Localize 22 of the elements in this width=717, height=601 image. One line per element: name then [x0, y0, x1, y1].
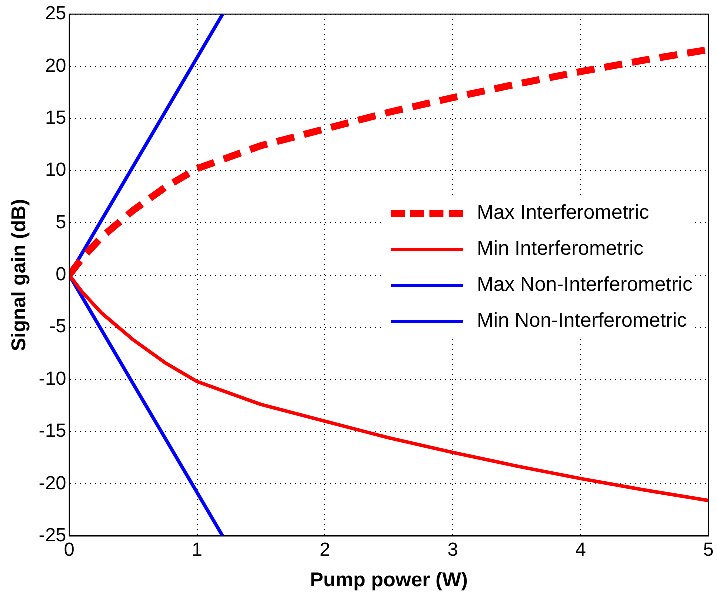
x-tick-label: 4 [576, 540, 587, 561]
x-tick-label: 3 [448, 540, 458, 561]
y-tick-label: 0 [56, 264, 66, 286]
x-tick-label: 5 [703, 540, 714, 561]
y-axis-title: Signal gain (dB) [8, 199, 31, 352]
x-tick-label: 1 [192, 540, 203, 561]
y-tick-label: 10 [45, 160, 66, 182]
y-tick-label: -15 [38, 421, 66, 442]
y-tick-label: 25 [45, 4, 66, 25]
y-tick-label: -10 [38, 368, 66, 390]
y-tick-label: 20 [45, 56, 66, 77]
y-tick-label: 5 [56, 212, 66, 234]
y-tick-label: -20 [38, 473, 66, 494]
y-tick-label: -5 [50, 316, 66, 338]
y-tick-label: -25 [38, 525, 66, 546]
legend-label: Min Interferometric [477, 238, 644, 261]
legend-label: Max Interferometric [477, 202, 650, 225]
legend-label: Min Non-Interferometric [477, 310, 688, 333]
x-axis-title: Pump power (W) [310, 570, 468, 592]
legend-label: Max Non-Interferometric [477, 274, 693, 297]
y-tick-label: 15 [45, 108, 66, 129]
x-tick-label: 2 [320, 540, 330, 561]
